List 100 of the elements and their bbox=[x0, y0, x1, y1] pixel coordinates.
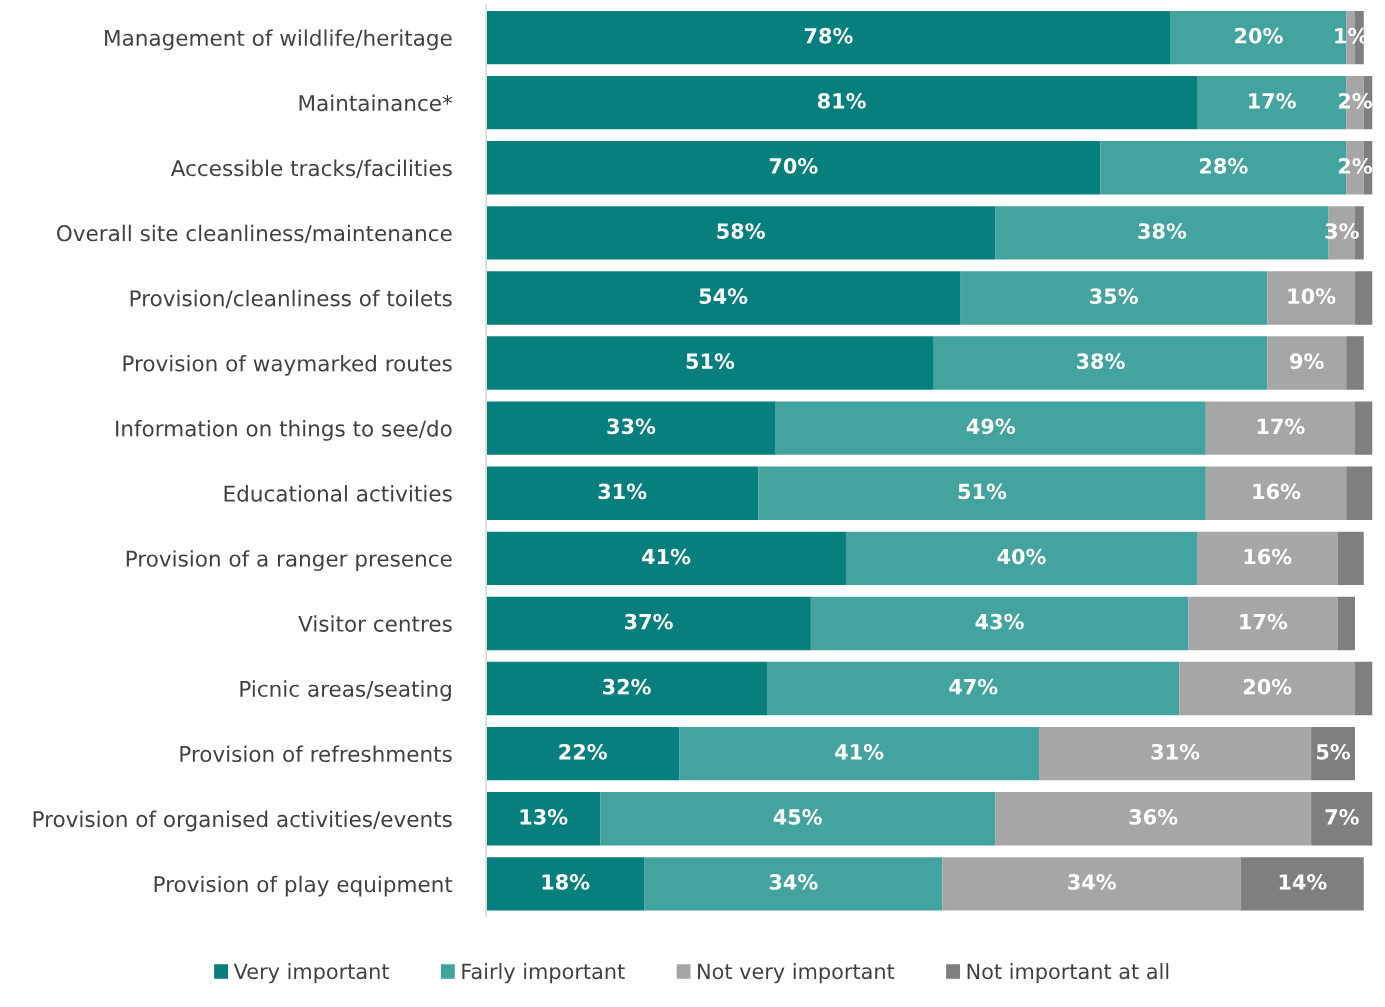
data-label: 16% bbox=[1244, 548, 1292, 565]
y-tick-label: Information on things to see/do bbox=[116, 419, 452, 441]
data-label: 31% bbox=[1151, 743, 1200, 760]
legend-label: Not important at all bbox=[967, 963, 1169, 984]
data-label: 47% bbox=[949, 678, 998, 695]
bar bbox=[1205, 466, 1347, 520]
data-label: 37% bbox=[624, 613, 673, 630]
y-tick-label: Accessible tracks/facilities bbox=[170, 159, 452, 178]
data-label: 54% bbox=[699, 288, 748, 305]
data-label: 36% bbox=[1129, 809, 1178, 825]
data-label: 17% bbox=[1257, 418, 1305, 435]
data-label: 18% bbox=[542, 874, 590, 890]
data-label: 38% bbox=[1076, 353, 1125, 370]
bar bbox=[810, 596, 1189, 651]
bar bbox=[486, 75, 1198, 130]
data-label: 41% bbox=[642, 548, 691, 565]
y-tick-label: Provision/cleanliness of toilets bbox=[130, 289, 452, 309]
y-tick-label: Overall site cleanliness/maintenance bbox=[57, 224, 452, 244]
bar bbox=[486, 466, 759, 520]
data-label: 7% bbox=[1325, 809, 1359, 825]
legend-label: Fairly important bbox=[462, 963, 625, 984]
data-label: 34% bbox=[1068, 874, 1116, 890]
data-label: 33% bbox=[607, 418, 656, 435]
bar bbox=[600, 792, 996, 846]
data-label: 16% bbox=[1253, 483, 1301, 500]
data-label: 31% bbox=[598, 483, 647, 500]
data-label: 45% bbox=[773, 809, 822, 825]
bar bbox=[1354, 271, 1373, 325]
y-tick-label: Educational activities bbox=[224, 485, 452, 502]
bar bbox=[1197, 531, 1338, 586]
data-label: 17% bbox=[1240, 613, 1288, 630]
y-tick-label: Picnic areas/seating bbox=[240, 680, 451, 702]
bar bbox=[1337, 596, 1355, 651]
bar bbox=[1179, 661, 1355, 716]
bar bbox=[486, 531, 846, 586]
data-label: 32% bbox=[603, 678, 651, 695]
data-label: 38% bbox=[1138, 223, 1187, 239]
data-label: 49% bbox=[966, 418, 1016, 435]
data-label: 17% bbox=[1249, 92, 1296, 109]
data-label: 78% bbox=[804, 27, 853, 44]
data-label: 22% bbox=[559, 743, 607, 760]
y-tick-label: Provision of a ranger presence bbox=[126, 550, 452, 571]
bar bbox=[486, 661, 767, 716]
data-label: 51% bbox=[958, 483, 1007, 500]
data-label: 13% bbox=[520, 809, 568, 825]
bar bbox=[486, 401, 776, 455]
bar bbox=[486, 271, 961, 325]
y-tick-label: Maintainance* bbox=[299, 94, 453, 112]
data-label: 10% bbox=[1288, 288, 1336, 305]
data-label: 40% bbox=[997, 548, 1046, 565]
data-label: 9% bbox=[1290, 353, 1324, 370]
data-label: 43% bbox=[975, 613, 1024, 630]
y-tick-label: Provision of waymarked routes bbox=[123, 354, 452, 376]
data-label: 34% bbox=[769, 874, 818, 890]
bar bbox=[486, 336, 934, 390]
data-label: 70% bbox=[769, 158, 818, 174]
bar bbox=[845, 531, 1198, 586]
y-tick-label: Provision of organised activities/events bbox=[33, 810, 452, 832]
bar bbox=[766, 661, 1180, 716]
bar bbox=[1337, 531, 1364, 586]
data-label: 81% bbox=[817, 92, 866, 109]
bar bbox=[486, 792, 601, 846]
bar bbox=[486, 10, 1171, 65]
y-tick-label: Management of wildlife/heritage bbox=[105, 29, 452, 51]
bar bbox=[486, 141, 1101, 195]
legend-label: Not very important bbox=[698, 963, 895, 984]
bar bbox=[942, 857, 1241, 911]
bar bbox=[486, 857, 645, 911]
bar bbox=[679, 726, 1040, 781]
y-tick-label: Provision of play equipment bbox=[154, 875, 453, 897]
bar bbox=[960, 271, 1268, 325]
data-label: 20% bbox=[1243, 678, 1292, 695]
data-label: 58% bbox=[717, 223, 765, 239]
bar bbox=[1354, 401, 1373, 455]
bar bbox=[1267, 336, 1347, 390]
bar bbox=[1267, 271, 1355, 325]
bar bbox=[995, 792, 1312, 846]
data-label: 35% bbox=[1090, 288, 1138, 305]
bar bbox=[1188, 596, 1338, 651]
data-label: 14% bbox=[1279, 874, 1327, 890]
data-label: 51% bbox=[686, 353, 735, 370]
bar bbox=[1311, 726, 1355, 781]
y-tick-label: Provision of refreshments bbox=[180, 745, 452, 763]
data-label: 5% bbox=[1316, 743, 1351, 760]
bar bbox=[486, 206, 996, 260]
bar bbox=[644, 857, 943, 911]
legend-label: Very important bbox=[233, 963, 390, 984]
data-label: 41% bbox=[835, 743, 884, 760]
y-tick-label: Visitor centres bbox=[298, 615, 452, 632]
bar bbox=[1346, 336, 1364, 390]
bar bbox=[1240, 857, 1364, 911]
bar bbox=[775, 401, 1206, 455]
data-label: 20% bbox=[1235, 27, 1283, 44]
bar bbox=[1346, 466, 1373, 520]
bar bbox=[1354, 661, 1373, 716]
bar bbox=[1205, 401, 1355, 455]
bar bbox=[933, 336, 1268, 390]
bar bbox=[1039, 726, 1312, 781]
data-label: 28% bbox=[1200, 158, 1248, 174]
bar bbox=[1311, 792, 1373, 846]
